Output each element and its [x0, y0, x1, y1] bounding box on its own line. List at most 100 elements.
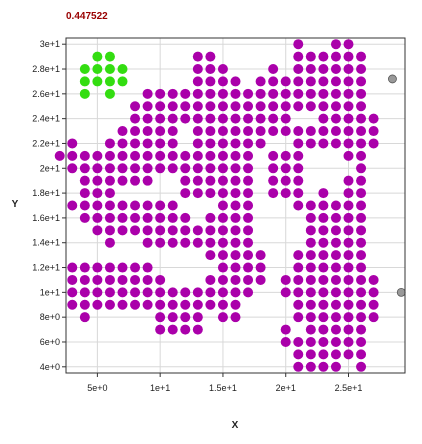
data-point [255, 76, 266, 87]
data-point [217, 76, 228, 87]
data-point [243, 150, 254, 161]
data-point [217, 64, 228, 75]
data-point [142, 163, 153, 174]
data-point [293, 262, 304, 273]
data-point [79, 188, 90, 199]
data-point [192, 237, 203, 248]
data-point [280, 113, 291, 124]
data-point [79, 312, 90, 323]
data-point [54, 150, 65, 161]
data-point [305, 212, 316, 223]
data-point [330, 39, 341, 50]
data-point [217, 274, 228, 285]
data-point [330, 225, 341, 236]
data-point [268, 88, 279, 99]
data-point [155, 324, 166, 335]
data-point [318, 250, 329, 261]
data-point [243, 138, 254, 149]
data-point [243, 200, 254, 211]
data-point [79, 88, 90, 99]
data-point [343, 126, 354, 137]
data-point [356, 188, 367, 199]
data-point [280, 287, 291, 298]
data-point [318, 237, 329, 248]
data-point [305, 237, 316, 248]
data-point [356, 287, 367, 298]
data-point [104, 287, 115, 298]
data-point [217, 299, 228, 310]
data-point [142, 175, 153, 186]
data-point [368, 113, 379, 124]
data-point [368, 312, 379, 323]
data-point [117, 64, 128, 75]
data-point [192, 126, 203, 137]
data-point [268, 163, 279, 174]
data-point [356, 175, 367, 186]
data-point [343, 175, 354, 186]
data-point [305, 126, 316, 137]
data-point [243, 274, 254, 285]
data-point [305, 200, 316, 211]
data-point [330, 237, 341, 248]
data-point [130, 138, 141, 149]
y-tick-label: 3e+1 [40, 39, 60, 49]
data-point [205, 150, 216, 161]
data-point [330, 126, 341, 137]
data-point [330, 324, 341, 335]
data-point [92, 163, 103, 174]
data-point [293, 138, 304, 149]
data-point [142, 225, 153, 236]
data-point [343, 113, 354, 124]
data-point [356, 336, 367, 347]
data-point [230, 188, 241, 199]
x-tick-label: 2e+1 [276, 383, 296, 393]
y-tick-label: 1.4e+1 [32, 238, 60, 248]
data-point [167, 324, 178, 335]
data-point [280, 324, 291, 335]
data-point [79, 212, 90, 223]
data-point [217, 88, 228, 99]
data-point [343, 138, 354, 149]
data-point [205, 76, 216, 87]
data-point [343, 274, 354, 285]
data-point [205, 163, 216, 174]
data-point [330, 113, 341, 124]
data-point [356, 299, 367, 310]
data-point [343, 336, 354, 347]
data-point [104, 200, 115, 211]
data-point [155, 150, 166, 161]
data-point [305, 76, 316, 87]
data-point [104, 212, 115, 223]
data-point [217, 101, 228, 112]
data-point [343, 349, 354, 360]
data-point [243, 88, 254, 99]
data-point [167, 237, 178, 248]
data-point [330, 312, 341, 323]
data-point [167, 150, 178, 161]
data-point [167, 200, 178, 211]
data-point [305, 88, 316, 99]
data-point [79, 64, 90, 75]
data-point [205, 225, 216, 236]
y-tick-label: 8e+0 [40, 312, 60, 322]
data-point [104, 299, 115, 310]
data-point [280, 163, 291, 174]
data-point [104, 237, 115, 248]
y-tick-label: 1e+1 [40, 287, 60, 297]
data-point [205, 175, 216, 186]
data-point [167, 101, 178, 112]
data-point [167, 88, 178, 99]
data-point [205, 299, 216, 310]
data-point [130, 299, 141, 310]
data-point [243, 101, 254, 112]
data-point [330, 51, 341, 62]
data-point [192, 299, 203, 310]
data-point [305, 101, 316, 112]
data-point [180, 163, 191, 174]
data-point [205, 113, 216, 124]
data-point [180, 299, 191, 310]
data-point [167, 138, 178, 149]
data-point [268, 188, 279, 199]
data-point [318, 101, 329, 112]
